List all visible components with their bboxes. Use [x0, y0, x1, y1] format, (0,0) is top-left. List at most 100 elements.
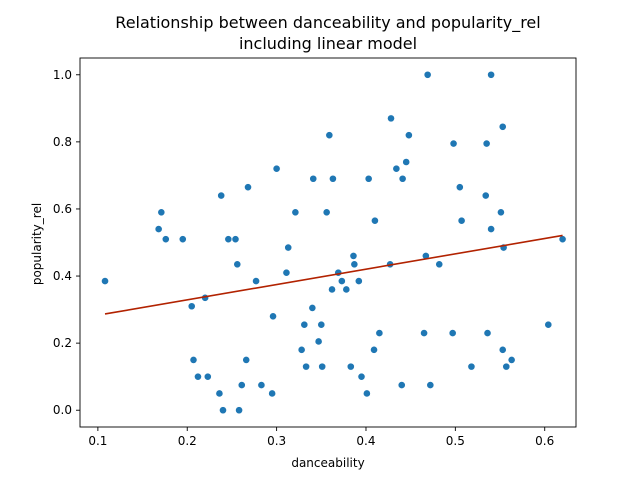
scatter-point: [189, 356, 198, 364]
scatter-point: [467, 362, 476, 371]
scatter-point: [397, 381, 406, 389]
scatter-point: [483, 329, 492, 337]
scatter-point: [252, 277, 260, 285]
scatter-point: [457, 216, 466, 225]
scatter-point: [350, 260, 359, 269]
scatter-point: [233, 260, 242, 269]
scatter-point: [364, 174, 373, 183]
scatter-point: [455, 183, 464, 192]
scatter-point: [269, 312, 277, 321]
scatter-point: [482, 139, 491, 148]
scatter-point: [420, 329, 428, 337]
scatter-point: [502, 362, 511, 371]
scatter-point: [334, 268, 343, 277]
scatter-point: [257, 381, 266, 389]
scatter-point: [325, 131, 334, 140]
scatter-point: [329, 174, 337, 183]
scatter-point: [237, 381, 246, 389]
scatter-point: [219, 406, 227, 415]
scatter-point: [544, 320, 553, 329]
scatter-point: [282, 268, 291, 277]
scatter-point: [357, 372, 366, 381]
scatter-point: [375, 329, 384, 337]
scatter-point: [498, 345, 507, 354]
y-tick-label: 0.2: [53, 336, 72, 350]
scatter-point: [354, 277, 363, 285]
y-tick-label: 1.0: [53, 68, 72, 82]
scatter-point: [342, 285, 351, 294]
scatter-point: [187, 302, 196, 311]
scatter-point: [426, 381, 435, 389]
scatter-point: [449, 139, 458, 148]
scatter-point: [398, 174, 407, 183]
scatter-point: [157, 208, 166, 217]
scatter-point: [435, 260, 444, 269]
scatter-point: [314, 337, 323, 346]
scatter-point: [300, 320, 309, 329]
scatter-point: [308, 304, 317, 312]
scatter-point: [302, 362, 310, 371]
x-tick-label: 0.1: [88, 434, 107, 448]
scatter-point: [272, 164, 281, 173]
x-tick-label: 0.4: [356, 434, 375, 448]
scatter-point: [404, 131, 413, 140]
scatter-point: [244, 183, 252, 192]
scatter-point: [154, 225, 163, 233]
scatter-point: [284, 243, 293, 252]
scatter-point: [297, 345, 306, 354]
scatter-point: [346, 362, 355, 371]
scatter-point: [481, 191, 490, 200]
regression-line: [104, 234, 563, 315]
scatter-point: [507, 356, 516, 364]
scatter-point: [328, 285, 336, 294]
scatter-point: [387, 114, 395, 123]
scatter-point: [161, 235, 170, 244]
y-tick-label: 0.4: [53, 269, 72, 283]
x-tick-label: 0.2: [178, 434, 197, 448]
y-tick-label: 0.8: [53, 135, 72, 149]
x-tick-label: 0.3: [267, 434, 286, 448]
scatter-point: [224, 235, 233, 244]
scatter-point: [487, 70, 495, 79]
scatter-point: [402, 158, 411, 166]
y-tick-label: 0.0: [53, 403, 72, 417]
scatter-point: [370, 345, 378, 354]
scatter-point: [235, 406, 243, 415]
scatter-point: [318, 362, 327, 371]
scatter-point: [217, 191, 226, 200]
y-tick-label: 0.6: [53, 202, 72, 216]
scatter-point: [392, 164, 401, 173]
scatter-point: [337, 277, 346, 285]
scatter-point: [231, 235, 240, 244]
chart-title-line-2: including linear model: [239, 34, 417, 53]
scatter-point: [487, 225, 495, 233]
scatter-point: [498, 122, 507, 131]
scatter-point: [178, 235, 187, 244]
chart-title-line-1: Relationship between danceability and po…: [115, 13, 540, 33]
x-tick-label: 0.5: [446, 434, 465, 448]
scatter-point: [448, 329, 457, 337]
scatter-point: [371, 216, 379, 225]
scatter-point: [268, 389, 277, 398]
scatter-point: [101, 277, 109, 285]
y-axis-label: popularity_rel: [30, 203, 44, 285]
x-axis-label: danceability: [291, 456, 364, 470]
scatter-point: [291, 208, 300, 217]
scatter-point: [497, 208, 505, 217]
scatter-point: [215, 389, 224, 398]
scatter-point: [203, 372, 212, 381]
scatter-point: [322, 208, 331, 217]
chart-title: Relationship between danceability and po…: [115, 13, 540, 53]
scatter-point: [309, 174, 318, 183]
plot-area: [101, 70, 567, 415]
x-tick-label: 0.6: [535, 434, 554, 448]
scatter-point: [349, 252, 358, 260]
scatter-point: [423, 70, 432, 79]
scatter-point: [242, 356, 251, 364]
scatter-point: [194, 372, 202, 381]
axes-frame: [79, 57, 577, 428]
axes: 0.1 0.2 0.3 0.4 0.5 0.6 0.0 0.2 0.4 0.6 0.8 1.0: [53, 57, 577, 448]
